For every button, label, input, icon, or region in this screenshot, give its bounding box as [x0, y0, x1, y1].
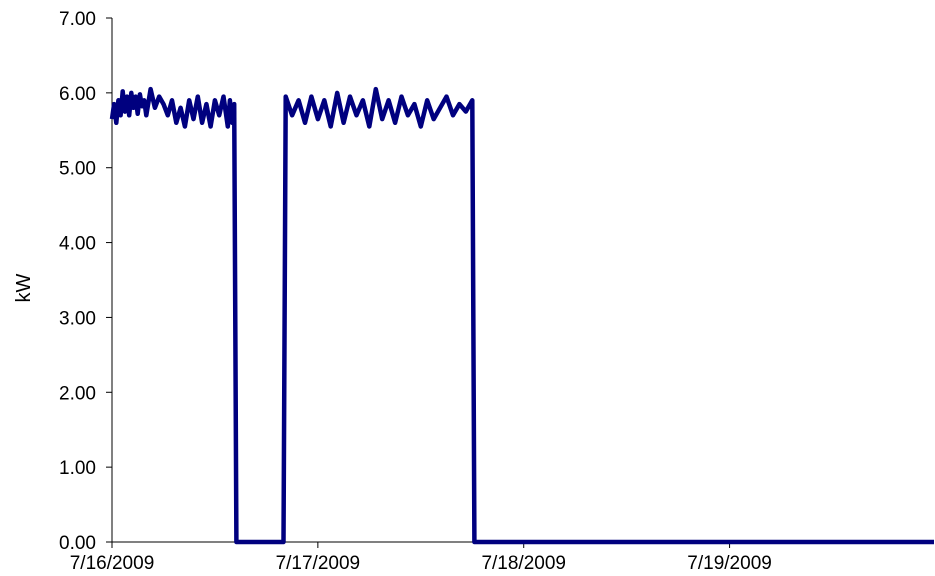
y-tick-label: 5.00 [59, 159, 96, 180]
y-tick-label: 4.00 [59, 234, 96, 255]
series-line [109, 86, 934, 545]
y-tick-label: 3.00 [59, 308, 96, 329]
y-axis-ticks: 0.00 1.00 2.00 3.00 4.00 5.00 6.00 7.00 [59, 9, 112, 554]
x-tick-label: 7/16/2009 [70, 553, 155, 574]
y-tick-label: 1.00 [59, 458, 96, 479]
x-axis-ticks: 7/16/2009 7/17/2009 7/18/2009 7/19/2009 [70, 542, 772, 574]
x-tick-label: 7/19/2009 [687, 553, 772, 574]
y-tick-label: 2.00 [59, 383, 96, 404]
y-tick-label: 0.00 [59, 533, 96, 554]
y-axis-title: kW [13, 273, 35, 302]
y-tick-label: 7.00 [59, 9, 96, 30]
y-tick-label: 6.00 [59, 84, 96, 105]
x-tick-label: 7/17/2009 [276, 553, 361, 574]
x-tick-label: 7/18/2009 [481, 553, 566, 574]
